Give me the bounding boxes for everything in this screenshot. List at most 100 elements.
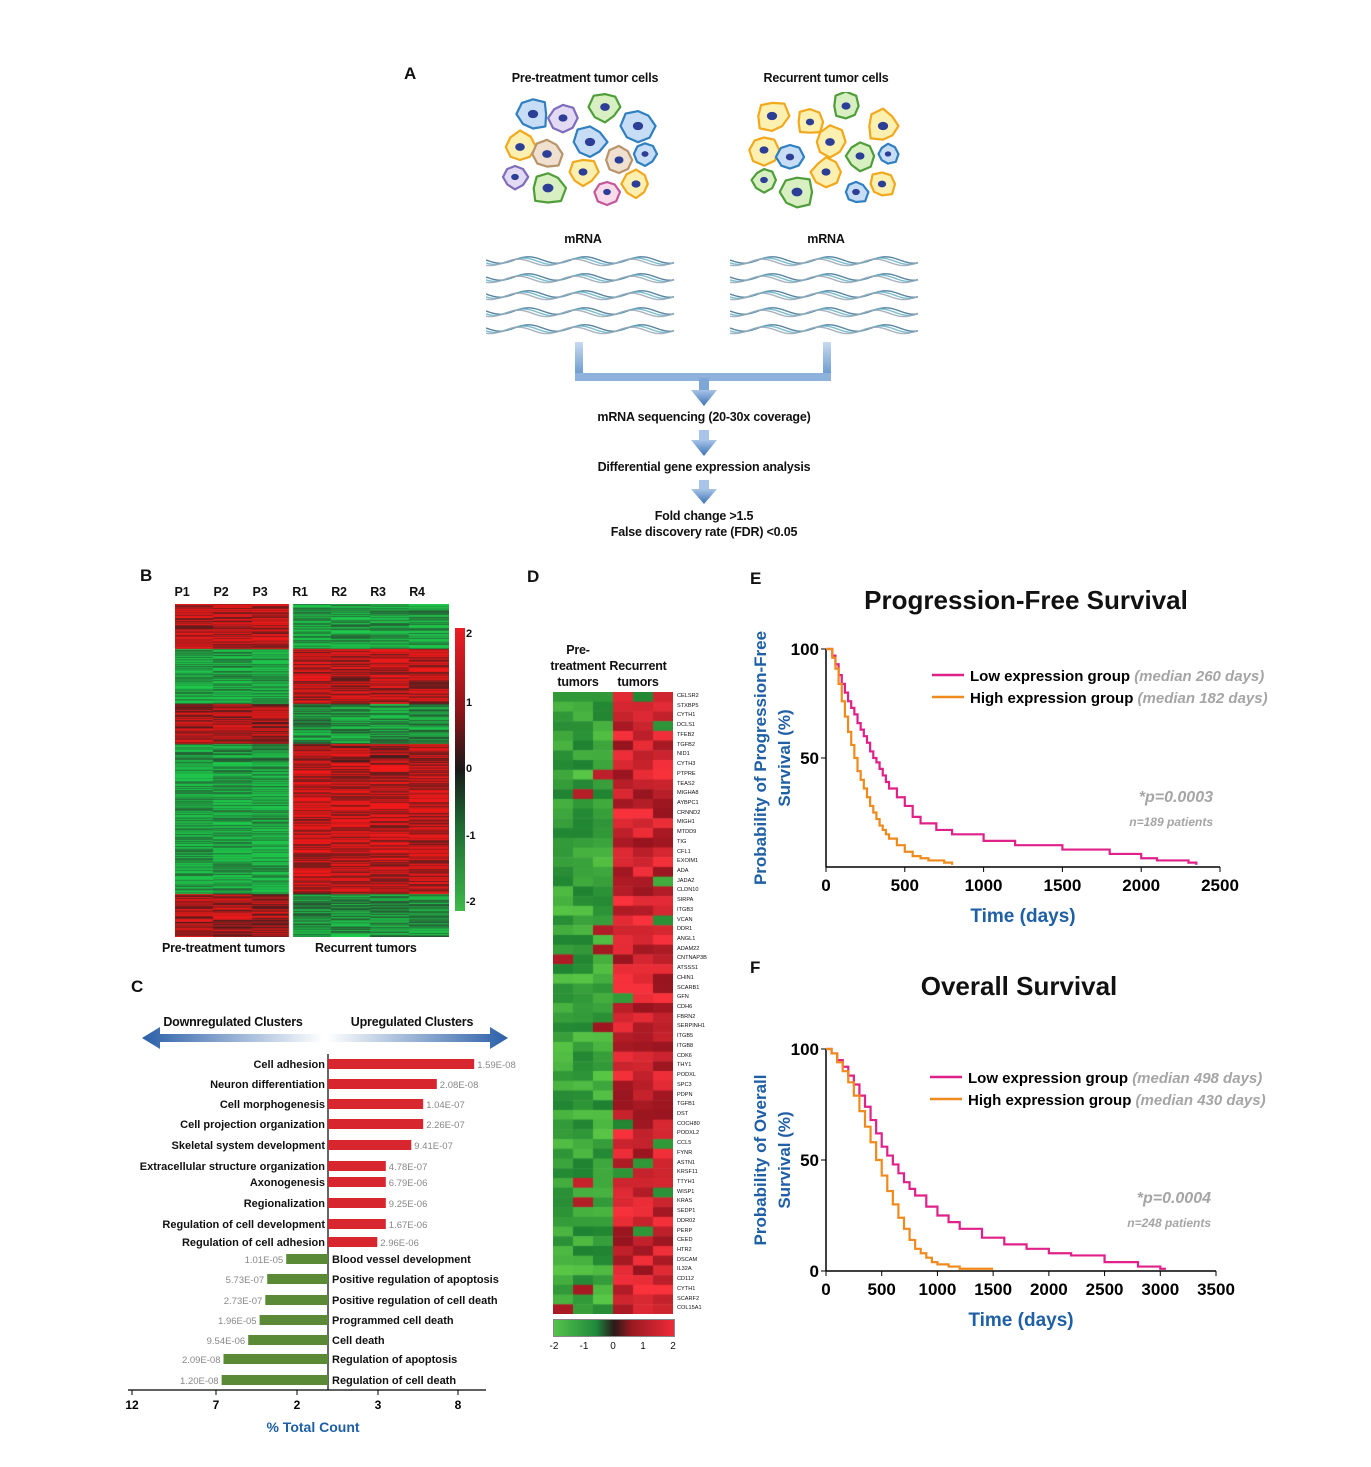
- gene-label: CD112: [677, 1276, 694, 1283]
- gene-label: SERPINH1: [677, 1023, 705, 1030]
- gene-label: ASTN1: [677, 1159, 696, 1166]
- pre-label-line: treatment: [550, 659, 606, 673]
- gene-label: ATSSS1: [677, 965, 699, 972]
- tumor-cell: [868, 107, 900, 141]
- gene-label: PODXL: [677, 1072, 696, 1078]
- category-label: Cell death: [332, 1335, 385, 1347]
- x-tick-label: 0: [821, 1280, 830, 1299]
- column-label: P1: [174, 585, 190, 599]
- low-expression-curve: [826, 647, 1198, 865]
- pvalue-label: 2.96E-06: [380, 1238, 419, 1249]
- pvalue-label: 6.79E-06: [389, 1178, 428, 1189]
- gene-label: MTDD9: [677, 829, 697, 836]
- y-axis-title-line1: Probability of Progression-Free: [751, 631, 770, 885]
- panel-f-letter: F: [750, 958, 761, 977]
- tumor-cell: [844, 141, 876, 173]
- up-bar: [328, 1099, 424, 1109]
- gene-label: DSCAM: [677, 1256, 698, 1263]
- down-bar: [221, 1375, 328, 1385]
- gene-label: KRAS: [677, 1198, 693, 1205]
- gene-label: ADA: [677, 867, 689, 874]
- tumor-cell: [844, 180, 870, 204]
- x-tick-label: 0: [821, 876, 830, 895]
- gene-label: TTYH1: [677, 1178, 695, 1185]
- go-cluster-bar-chart: Cell adhesion 1.59E-08 Neuron differentiat…: [125, 1054, 516, 1435]
- gene-label: ITGB3: [677, 906, 694, 913]
- patient-count: n=189 patients: [1129, 815, 1213, 829]
- gene-label: EXOIM1: [677, 858, 699, 865]
- x-tick-label: 2: [294, 1398, 301, 1412]
- category-label: Programmed cell death: [332, 1315, 454, 1327]
- tumor-cell: [587, 92, 622, 124]
- pre-treatment-cells-label: Pre-treatment tumor cells: [511, 71, 659, 85]
- down-bar: [248, 1335, 328, 1345]
- heatmap-d-color-scale: [553, 1319, 675, 1337]
- y-axis-title-line1: Probability of Overall: [751, 1075, 770, 1246]
- high-expression-curve: [826, 1047, 994, 1270]
- scale-tick: 2: [466, 628, 472, 640]
- gene-label: DDR02: [677, 1217, 696, 1224]
- pvalue-label: 9.41E-07: [414, 1141, 453, 1152]
- down-bar: [259, 1315, 328, 1325]
- gene-label: AYBPC1: [677, 799, 699, 806]
- gene-label: ANGL1: [677, 936, 696, 942]
- tumor-cell: [869, 171, 897, 197]
- down-bar: [286, 1254, 328, 1264]
- high-expression-curve: [826, 647, 954, 865]
- gene-label: THY1: [677, 1062, 692, 1069]
- legend-high: High expression group (median 182 days): [970, 690, 1268, 707]
- criteria-fdr: False discovery rate (FDR) <0.05: [610, 525, 798, 539]
- tumor-cell: [568, 158, 600, 188]
- gene-label: SEDP1: [677, 1208, 696, 1215]
- tumor-cell: [815, 124, 847, 159]
- gene-label: STXBP5: [677, 702, 699, 709]
- column-label: R2: [331, 585, 347, 599]
- column-label: P2: [213, 585, 229, 599]
- downregulated-clusters-label: Downregulated Clusters: [163, 1015, 303, 1029]
- heatmap-d: [553, 692, 673, 1314]
- tumor-cell: [620, 168, 649, 200]
- heatmap-b-rec-label: Recurrent tumors: [315, 941, 417, 955]
- category-label: Cell adhesion: [253, 1059, 325, 1071]
- scale-tick: 2: [670, 1341, 676, 1352]
- step-differential-expression: Differential gene expression analysis: [597, 460, 811, 474]
- y-axis-title-line2: Survival (%): [775, 1111, 794, 1208]
- category-label: Regulation of cell development: [162, 1219, 325, 1231]
- x-tick-label: 2000: [1122, 876, 1160, 895]
- cluster-direction-arrows: [142, 1027, 508, 1049]
- up-bar: [328, 1140, 412, 1150]
- pvalue-label: 2.09E-08: [182, 1355, 221, 1366]
- gene-label: CELSR2: [677, 693, 699, 699]
- gene-label: DST: [677, 1110, 689, 1117]
- up-bar: [328, 1177, 386, 1187]
- y-tick-label: 0: [810, 1262, 819, 1281]
- x-tick-label: 1500: [1043, 876, 1081, 895]
- tumor-cell: [632, 142, 659, 168]
- gene-label: HTR2: [677, 1247, 692, 1253]
- x-axis-title: % Total Count: [266, 1419, 359, 1435]
- down-bar: [265, 1295, 328, 1305]
- mrna-strand: [730, 309, 919, 318]
- panel-b-letter: B: [140, 566, 153, 585]
- x-tick-label: 1000: [919, 1280, 957, 1299]
- gene-label: TGFB2: [677, 741, 696, 748]
- heatmap-b: [175, 604, 449, 937]
- p-value: *p=0.0003: [1139, 789, 1213, 806]
- step-mrna-sequencing: mRNA sequencing (20-30x coverage): [597, 410, 811, 424]
- gene-label: CDH6: [677, 1004, 693, 1010]
- up-bar: [328, 1161, 386, 1171]
- scale-tick: 1: [466, 697, 472, 709]
- tumor-cell: [833, 92, 860, 120]
- category-label: Extracellular structure organization: [140, 1161, 325, 1173]
- down-bar: [267, 1274, 328, 1284]
- mrna-strand: [730, 275, 919, 284]
- category-label: Axonogenesis: [250, 1177, 325, 1189]
- tumor-cell: [877, 142, 900, 165]
- y-axis-title-line2: Survival (%): [775, 709, 794, 806]
- heatmap-b-pre-label: Pre-treatment tumors: [162, 941, 286, 955]
- y-tick-label: 100: [791, 1040, 819, 1059]
- recurrent-cells-label: Recurrent tumor cells: [763, 71, 889, 85]
- panel-a-letter: A: [404, 64, 417, 83]
- gene-label: ADAM22: [677, 945, 700, 952]
